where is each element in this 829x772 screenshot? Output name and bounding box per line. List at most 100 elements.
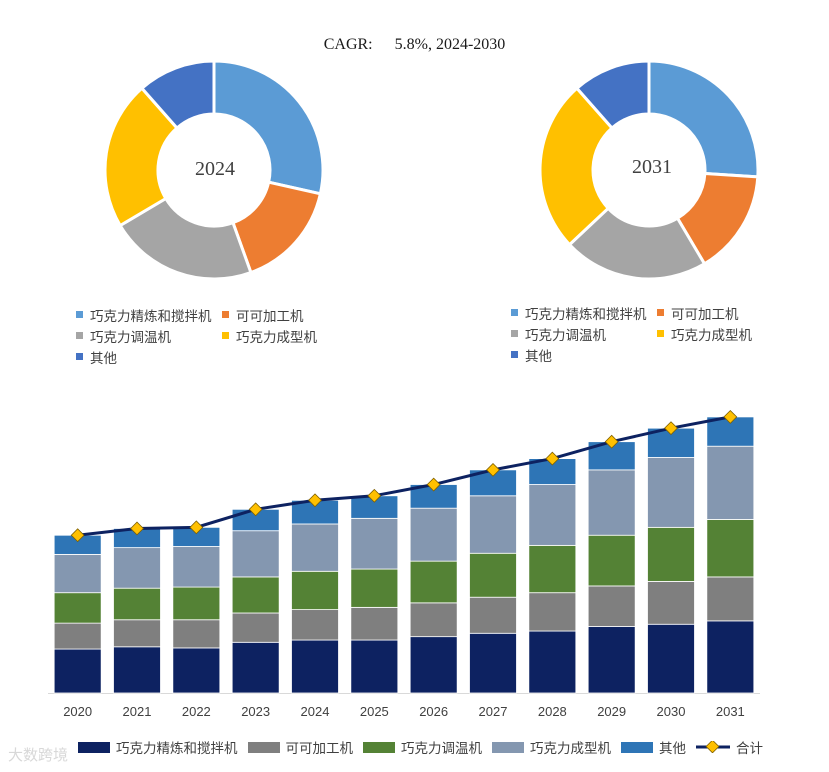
legend-item-tempering: 巧克力调温机 (76, 326, 222, 346)
watermark-logo: 大数跨境 (8, 744, 68, 765)
bar-segment-tempering (231, 576, 280, 614)
legend-item-refining: 巧克力精炼和搅拌机 (76, 305, 222, 325)
bar-segment-cocoa (469, 596, 517, 634)
total-marker (545, 451, 560, 466)
total-marker (664, 421, 678, 436)
legend-label: 合计 (736, 741, 763, 756)
legend-item-refining: 巧克力精炼和搅拌机 (511, 303, 657, 323)
cagr-label: CAGR: (323, 36, 373, 53)
legend-item-molding: 巧克力成型机 (222, 326, 317, 346)
bar-segment-refining (113, 646, 161, 694)
legend-swatch (76, 332, 83, 339)
bar-segment-tempering (291, 570, 339, 611)
legend-swatch (511, 330, 518, 337)
x-tick-label: 2022 (182, 704, 211, 719)
legend-label: 其他 (90, 350, 117, 366)
legend-swatch (492, 741, 524, 753)
bar-segment-molding (53, 553, 102, 594)
bar-segment-tempering (172, 586, 221, 621)
bar-segment-cocoa (53, 622, 102, 650)
donut-slice-refining (647, 59, 760, 179)
x-tick-label: 2020 (63, 704, 92, 719)
legend-item-tempering: 巧克力调温机 (363, 737, 482, 757)
x-tick-label: 2028 (538, 704, 567, 719)
total-marker (604, 434, 619, 449)
total-marker (308, 493, 322, 508)
bar-chart-legend: 巧克力精炼和搅拌机 可可加工机 巧克力调温机 巧克力成型机 其他 合计 (78, 737, 773, 757)
bar-segment-tempering (587, 534, 636, 587)
bar-segment-tempering (528, 544, 577, 594)
legend-swatch (657, 309, 664, 316)
legend-label: 巧克力调温机 (90, 329, 171, 345)
bar-segment-molding (528, 484, 577, 546)
total-marker (426, 477, 441, 492)
legend-item-other: 其他 (76, 347, 117, 367)
total-marker (130, 521, 144, 536)
cagr-value: 5.8%, 2024-2030 (394, 36, 506, 53)
legend-item-tempering: 巧克力调温机 (511, 324, 657, 344)
bar-segment-tempering (647, 526, 695, 582)
x-tick-label: 2021 (123, 704, 152, 719)
bar-segment-refining (587, 626, 636, 694)
donut-center-label-2031: 2031 (632, 156, 672, 178)
total-line (77, 415, 731, 537)
legend-label: 巧克力成型机 (236, 329, 317, 345)
x-tick-label: 2027 (479, 704, 508, 719)
total-marker (70, 528, 85, 543)
bar-segment-molding (350, 517, 399, 570)
bar-segment-cocoa (587, 585, 636, 627)
x-tick-label: 2030 (657, 704, 686, 719)
bar-segment-refining (528, 630, 577, 694)
donut-slice-other (574, 59, 651, 131)
legend-label: 巧克力调温机 (401, 741, 482, 756)
legend-label: 巧克力调温机 (525, 327, 606, 343)
bar-segment-cocoa (231, 612, 280, 643)
donut-legend-2031: 巧克力精炼和搅拌机 可可加工机 巧克力调温机 巧克力成型机 其他 (511, 302, 752, 365)
bar-segment-molding (647, 457, 695, 528)
donut-slice-molding (103, 86, 180, 228)
legend-label: 其他 (659, 741, 686, 756)
legend-label: 其他 (525, 348, 552, 364)
legend-label: 可可加工机 (285, 741, 354, 756)
bar-segment-molding (706, 445, 755, 520)
legend-item-refining: 巧克力精炼和搅拌机 (78, 737, 238, 757)
bar-segment-molding (231, 530, 280, 578)
bar-segment-molding (409, 507, 458, 562)
donut-center-label-2024: 2024 (195, 158, 235, 180)
x-tick-label: 2024 (301, 704, 330, 719)
total-marker (723, 409, 738, 424)
bar-segment-tempering (53, 592, 102, 624)
bar-segment-cocoa (706, 576, 755, 622)
legend-item-other: 其他 (621, 737, 686, 757)
legend-label: 巧克力精炼和搅拌机 (116, 741, 238, 756)
x-tick-label: 2031 (716, 704, 745, 719)
donut-chart-2024 (103, 59, 325, 281)
bar-segment-refining (172, 647, 221, 694)
donut-slice-refining (212, 59, 325, 196)
legend-item-cocoa: 可可加工机 (222, 305, 304, 325)
total-marker (367, 488, 382, 503)
legend-item-other: 其他 (511, 345, 552, 365)
donut-chart-2031 (538, 59, 760, 281)
legend-label: 巧克力成型机 (671, 327, 752, 343)
bar-segment-tempering (469, 552, 517, 598)
legend-swatch (76, 353, 83, 360)
bar-segment-cocoa (350, 606, 399, 641)
bar-segment-refining (469, 632, 517, 694)
bar-segment-tempering (706, 519, 755, 578)
bar-segment-refining (291, 639, 339, 694)
bar-segment-tempering (113, 587, 161, 621)
legend-label: 巧克力精炼和搅拌机 (90, 308, 212, 324)
stacked-bar-chart: 2020 2021 2022 2023 2024 2025 2026 2027 2028 2029… (48, 409, 760, 719)
bar-segment-cocoa (113, 619, 161, 648)
total-marker (248, 502, 263, 517)
cagr-header: CAGR: 5.8%, 2024-2030 (0, 36, 829, 54)
bar-segment-refining (647, 623, 695, 694)
legend-swatch (222, 332, 229, 339)
bar-segment-refining (706, 620, 755, 694)
donut-legend-2024: 巧克力精炼和搅拌机 可可加工机 巧克力调温机 巧克力成型机 其他 (76, 304, 317, 367)
legend-swatch (511, 351, 518, 358)
donut-slice-other (139, 59, 216, 131)
bar-segment-refining (350, 639, 399, 694)
